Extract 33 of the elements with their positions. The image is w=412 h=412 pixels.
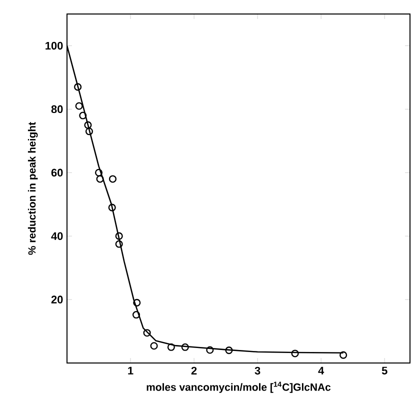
point: [115, 232, 123, 240]
x-tick-label: 4: [318, 366, 324, 374]
x-axis-title: moles vancomycin/mole [$^{14}$C]GlcNAc: [146, 382, 331, 393]
point: [225, 346, 233, 354]
point: [167, 343, 175, 351]
x-tick-label: 3: [254, 366, 260, 375]
point: [143, 329, 151, 337]
point: [133, 298, 141, 307]
point: [84, 121, 92, 129]
point: [75, 102, 83, 110]
y-tick-label: 80: [51, 105, 63, 114]
point: [85, 128, 94, 136]
point: [181, 343, 189, 351]
point: [74, 83, 82, 91]
point: [150, 342, 158, 350]
x-tick-label: 1: [128, 366, 134, 374]
point: [108, 204, 116, 212]
point: [132, 310, 140, 319]
x-tick-label: 2: [191, 366, 197, 374]
point: [108, 175, 117, 183]
x-tick-label: 5: [382, 366, 388, 374]
point: [206, 346, 214, 354]
point: [94, 168, 103, 176]
point: [115, 240, 123, 248]
point: [79, 112, 87, 120]
y-axis-title: % reduction in peak height: [28, 122, 38, 255]
y-tick-label: 20: [51, 296, 63, 304]
y-tick-label: 60: [51, 168, 63, 177]
point: [340, 351, 348, 359]
y-tick-label: 100: [46, 42, 63, 50]
point: [291, 350, 299, 358]
y-tick-label: 40: [51, 232, 63, 240]
point: [96, 175, 104, 183]
